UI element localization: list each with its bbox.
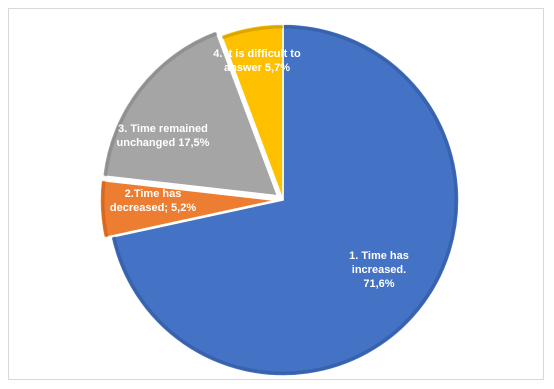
pie-slices [99, 23, 460, 377]
pie-slice-3 [101, 29, 279, 197]
pie-slice-4 [220, 23, 284, 201]
pie-slice-2 [99, 179, 277, 239]
data-label-3-line-1: 3. Time remained [118, 123, 208, 135]
pie-slice-edge-4 [221, 25, 284, 40]
data-label-1-line-1: 1. Time has [349, 250, 409, 262]
pie-slice-1 [110, 23, 460, 377]
data-label-4: 4. It is difficult to answer 5,7% [213, 48, 301, 74]
data-label-3: 3. Time remained unchanged 17,5% [117, 123, 210, 149]
data-label-4-line-2: answer 5,7% [224, 62, 290, 74]
data-label-1-line-2: increased. [352, 264, 406, 276]
pie-slice-edge-2 [101, 180, 109, 238]
data-label-2: 2.Time has decreased; 5,2% [110, 188, 196, 214]
pie-slice-edge-1 [112, 25, 458, 375]
data-label-1-line-3: 71,6% [363, 278, 394, 290]
pie-data-labels: 1. Time has increased. 71,6% 2.Time has decr… [110, 48, 409, 290]
data-label-2-line-2: decreased; 5,2% [110, 202, 196, 214]
data-label-3-line-2: unchanged 17,5% [117, 137, 210, 149]
data-label-1: 1. Time has increased. 71,6% [349, 250, 409, 290]
data-label-4-line-1: 4. It is difficult to [213, 48, 301, 60]
data-label-2-line-1: 2.Time has [125, 188, 182, 200]
pie-slice-edge-3 [104, 32, 218, 177]
